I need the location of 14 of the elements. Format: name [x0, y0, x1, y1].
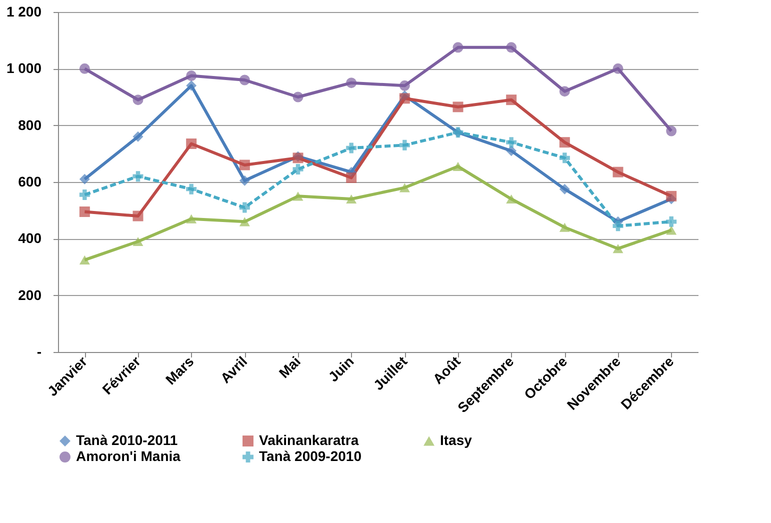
x-tick-label: Mai — [276, 353, 304, 381]
y-tick-label: 400 — [18, 230, 42, 246]
y-tick-label: 1 200 — [6, 4, 42, 20]
legend-label: Vakinankaratra — [259, 432, 359, 448]
y-tick-label: 1 000 — [6, 60, 42, 76]
y-tick-label: 200 — [18, 286, 42, 303]
y-tick-label: 800 — [18, 116, 42, 133]
x-tick-label: Juin — [325, 353, 357, 385]
legend-label: Tanà 2009-2010 — [259, 448, 362, 464]
legend-label: Tanà 2010-2011 — [76, 432, 178, 448]
legend-label: Itasy — [440, 432, 472, 448]
y-tick-label: 600 — [18, 174, 42, 190]
y-tick-label: - — [36, 344, 42, 360]
legend-label: Amoron'i Mania — [76, 448, 181, 464]
